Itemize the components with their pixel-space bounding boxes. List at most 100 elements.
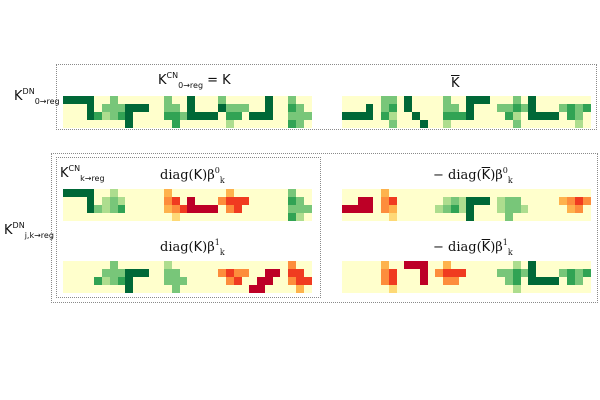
kernel-cell [497, 261, 505, 269]
kernel-cell [497, 197, 505, 205]
kernel-cell [63, 197, 71, 205]
kernel-cell [211, 96, 219, 104]
kernel-cell [273, 205, 281, 213]
kernel-cell [575, 96, 583, 104]
kernel-cell [459, 277, 467, 285]
kernel-cell [94, 197, 102, 205]
kernel-cell [404, 205, 412, 213]
kernel-cell [381, 120, 389, 128]
kernel-cell [71, 277, 79, 285]
kernel-grid [280, 261, 312, 293]
kernel-cell [435, 189, 443, 197]
kernel-cell [133, 96, 141, 104]
kernel-cell [482, 120, 490, 128]
kernel-cell [474, 261, 482, 269]
kernel-cell [195, 277, 203, 285]
label-sup: DN [22, 87, 35, 96]
kernel-heatmap [94, 96, 126, 128]
label-prefix: − diag( [433, 240, 482, 255]
kernel-cell [226, 269, 234, 277]
kernel-cell [110, 120, 118, 128]
kernel-cell [133, 277, 141, 285]
kernel-heatmap [466, 261, 498, 293]
kernel-cell [94, 189, 102, 197]
kernel-cell [218, 96, 226, 104]
kernel-cell [490, 277, 498, 285]
kernel-cell [242, 213, 250, 221]
kernel-cell [443, 112, 451, 120]
kernel-grid [435, 96, 467, 128]
kernel-cell [63, 104, 71, 112]
kernel-cell [203, 96, 211, 104]
kernel-cell [172, 285, 180, 293]
kernel-grid [156, 189, 188, 221]
kernel-cell [428, 197, 436, 205]
kernel-cell [211, 189, 219, 197]
kernel-cell [366, 205, 374, 213]
kernel-cell [497, 277, 505, 285]
kernel-cell [164, 261, 172, 269]
kernel-cell [474, 104, 482, 112]
kernel-cell [559, 205, 567, 213]
kernel-cell [110, 285, 118, 293]
kernel-cell [71, 197, 79, 205]
kernel-cell [443, 285, 451, 293]
kernel-cell [459, 112, 467, 120]
kernel-cell [490, 96, 498, 104]
kernel-cell [125, 104, 133, 112]
kernel-grid [404, 189, 436, 221]
kernel-cell [102, 285, 110, 293]
kernel-cell [180, 285, 188, 293]
kernel-cell [342, 96, 350, 104]
kernel-grid [435, 261, 467, 293]
kernel-cell [428, 261, 436, 269]
kernel-cell [265, 189, 273, 197]
label-base: K [60, 166, 69, 181]
kernel-cell [521, 205, 529, 213]
kernel-cell [397, 189, 405, 197]
kernel-cell [389, 205, 397, 213]
kernel-cell [397, 197, 405, 205]
kernel-cell [420, 213, 428, 221]
label-sub: k [507, 176, 513, 185]
kernel-cell [304, 197, 312, 205]
kernel-cell [567, 205, 575, 213]
kernel-cell [521, 112, 529, 120]
kernel-cell [187, 104, 195, 112]
kernel-cell [110, 269, 118, 277]
kernel-cell [218, 277, 226, 285]
kernel-cell [404, 213, 412, 221]
kernel-cell [404, 285, 412, 293]
kernel-cell [79, 96, 87, 104]
kernel-cell [141, 120, 149, 128]
kernel-cell [87, 189, 95, 197]
kernel-cell [249, 205, 257, 213]
kernel-cell [350, 197, 358, 205]
kernel-cell [141, 104, 149, 112]
kernel-grid [218, 261, 250, 293]
kernel-cell [474, 96, 482, 104]
kernel-heatmap [435, 261, 467, 293]
kernel-cell [435, 277, 443, 285]
kernel-grid [435, 189, 467, 221]
kernel-cell [428, 277, 436, 285]
kernel-cell [63, 96, 71, 104]
kernel-cell [226, 277, 234, 285]
kernel-cell [156, 205, 164, 213]
kernel-heatmap [404, 189, 436, 221]
kernel-cell [110, 189, 118, 197]
kernel-cell [528, 213, 536, 221]
kernel-cell [381, 285, 389, 293]
kernel-cell [63, 112, 71, 120]
kernel-cell [466, 120, 474, 128]
kernel-cell [544, 205, 552, 213]
kernel-heatmap [559, 189, 591, 221]
kernel-cell [466, 112, 474, 120]
kernel-cell [536, 213, 544, 221]
kernel-cell [435, 96, 443, 104]
kernel-grid [528, 261, 560, 293]
label-prefix: diag( [160, 240, 194, 255]
kernel-cell [466, 197, 474, 205]
kernel-grid [249, 96, 281, 128]
label-suffix: )β [202, 168, 215, 183]
